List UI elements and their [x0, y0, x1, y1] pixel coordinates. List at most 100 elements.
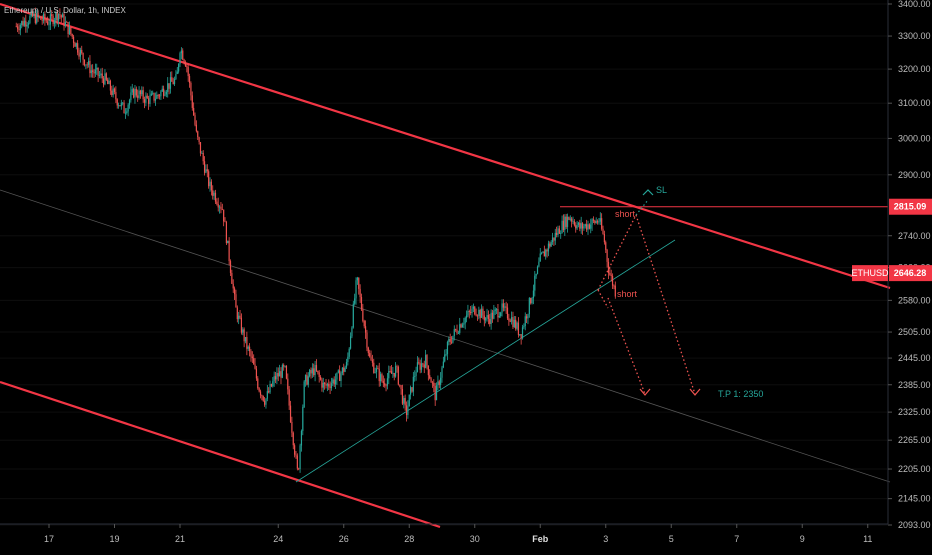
candle-body — [216, 201, 218, 204]
candle-body — [385, 385, 387, 387]
current-price-name-box — [852, 265, 888, 282]
candle-body — [71, 33, 73, 37]
candle-body — [130, 92, 132, 101]
candle-body — [475, 314, 477, 316]
candle-body — [461, 324, 464, 328]
candle-body — [321, 379, 323, 388]
candle-body — [520, 334, 522, 339]
candle-body — [485, 317, 487, 321]
candle-body — [404, 398, 406, 406]
candle-body — [575, 225, 577, 229]
candle-body — [389, 371, 391, 372]
candle-body — [519, 334, 521, 335]
candle-body — [315, 365, 318, 371]
candle-body — [23, 20, 26, 26]
candle-body — [465, 315, 468, 318]
candle-body — [471, 308, 473, 314]
candle-body — [392, 372, 394, 374]
candle-body — [295, 454, 297, 456]
x-tick-label: 21 — [175, 534, 185, 544]
candle-body — [513, 319, 515, 328]
x-tick-label: Feb — [532, 534, 549, 544]
candle-body — [498, 316, 500, 318]
current-price-value: 2646.28 — [894, 268, 927, 278]
candle-body — [288, 389, 290, 406]
candle-body — [493, 310, 495, 319]
candle-body — [474, 306, 476, 315]
candle-body — [113, 88, 116, 93]
candle-body — [188, 76, 191, 83]
candle-body — [153, 92, 155, 101]
candle-body — [238, 315, 240, 320]
x-tick-label: 24 — [273, 534, 283, 544]
candle-body — [352, 303, 354, 328]
candle-body — [299, 445, 301, 470]
x-tick-label: 7 — [734, 534, 739, 544]
candle-body — [138, 90, 140, 98]
candle-body — [340, 373, 342, 381]
candle-body — [233, 288, 236, 295]
price-axis: 3400.00 3300.00 3200.00 3100.00 3000.00 2900.… — [851, 0, 932, 530]
chart-title: Ethereum / U.S. Dollar, 1h, INDEX — [4, 6, 126, 15]
candle-body — [15, 26, 17, 28]
candle-body — [577, 222, 580, 225]
candle-body — [554, 232, 556, 241]
candle-body — [369, 353, 371, 357]
candle-body — [294, 445, 296, 455]
candle-body — [19, 25, 21, 31]
candle-body — [487, 315, 489, 320]
candle-body — [229, 261, 232, 273]
candle-body — [168, 83, 170, 89]
candle-body — [356, 277, 358, 281]
candle-body — [272, 381, 274, 387]
candle-body — [450, 341, 453, 343]
candle-body — [505, 306, 507, 308]
candle-body — [586, 224, 588, 230]
candle-body — [523, 326, 525, 328]
candle-body — [414, 375, 416, 377]
candle-body — [86, 64, 88, 66]
projection-down-to-tp — [635, 214, 696, 395]
candle-body — [359, 288, 361, 298]
candle-body — [512, 317, 514, 328]
candle-body — [345, 361, 348, 368]
sl-arrow-head — [642, 189, 654, 196]
candle-body — [259, 391, 262, 396]
candle-body — [614, 285, 616, 297]
candle-body — [232, 283, 234, 289]
candles — [15, 7, 616, 473]
candle-body — [133, 89, 135, 98]
candle-body — [195, 124, 197, 132]
candle-body — [607, 261, 610, 273]
candle-body — [491, 312, 494, 319]
candle-body — [411, 387, 413, 392]
candle-body — [363, 321, 365, 327]
candle-body — [311, 368, 313, 374]
candle-body — [576, 224, 578, 229]
candle-body — [601, 218, 603, 229]
candle-body — [134, 88, 136, 98]
candle-body — [521, 327, 524, 339]
candle-body — [526, 316, 528, 319]
x-tick-label: 28 — [404, 534, 414, 544]
candle-body — [603, 234, 605, 243]
candle-body — [460, 324, 462, 328]
candle-body — [51, 14, 53, 16]
candle-body — [329, 386, 331, 389]
candle-body — [52, 15, 54, 25]
candle-body — [580, 223, 582, 229]
candle-body — [225, 221, 227, 244]
candle-body — [564, 216, 566, 230]
candle-body — [479, 309, 481, 318]
candle-body — [506, 307, 509, 319]
y-tick-label: 3200.00 — [898, 64, 931, 74]
candle-body — [83, 59, 86, 66]
y-tick-label: 2265.00 — [898, 435, 931, 445]
candle-body — [77, 43, 79, 53]
candle-body — [304, 374, 307, 382]
candle-body — [246, 337, 248, 349]
candle-body — [227, 240, 229, 244]
x-tick-label: 9 — [800, 534, 805, 544]
candle-body — [62, 14, 64, 18]
